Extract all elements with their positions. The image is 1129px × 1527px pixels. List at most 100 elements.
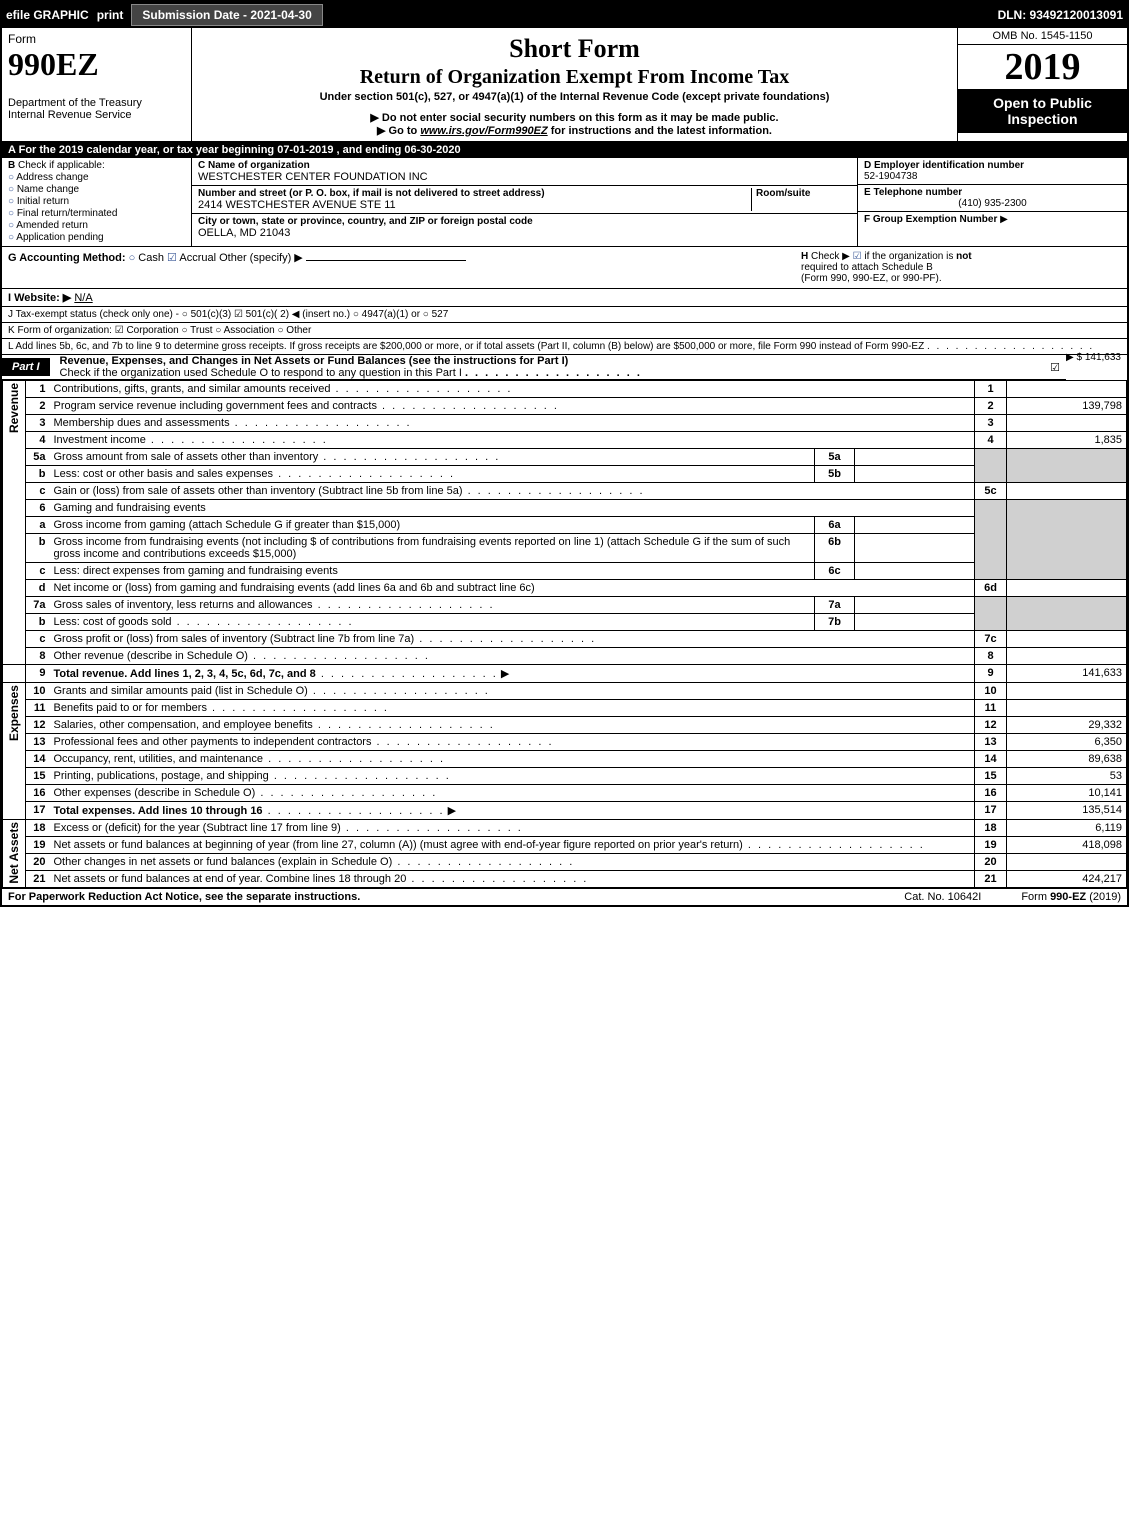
line-12-num: 12: [26, 717, 50, 734]
header-right: OMB No. 1545-1150 2019 Open to Public In…: [957, 28, 1127, 141]
paperwork-notice: For Paperwork Reduction Act Notice, see …: [8, 891, 360, 903]
dots: [255, 787, 437, 799]
subtitle: Under section 501(c), 527, or 4947(a)(1)…: [200, 91, 949, 103]
line-3-num: 3: [26, 415, 50, 432]
line-19-col: 19: [975, 837, 1007, 854]
line-7a-num: 7a: [26, 597, 50, 614]
dots: [313, 719, 495, 731]
line-20-col: 20: [975, 854, 1007, 871]
line-3-amt: [1007, 415, 1127, 432]
dots: [406, 873, 588, 885]
dots: [318, 451, 500, 463]
line-6a-num: a: [26, 517, 50, 534]
form-footer: Form 990-EZ (2019): [1021, 891, 1121, 903]
line-5b-sub: 5b: [815, 466, 855, 483]
line-21-amt: 424,217: [1007, 871, 1127, 888]
line-4-amt: 1,835: [1007, 432, 1127, 449]
line-14-desc: Occupancy, rent, utilities, and maintena…: [54, 753, 264, 765]
line-11-amt: [1007, 700, 1127, 717]
phone-value: (410) 935-2300: [864, 198, 1121, 209]
header-center: Short Form Return of Organization Exempt…: [192, 28, 957, 141]
i-label: I Website: ▶: [8, 292, 71, 304]
short-form-title: Short Form: [200, 34, 949, 64]
section-c: C Name of organization WESTCHESTER CENTE…: [192, 158, 857, 246]
shade-7-amt: [1007, 597, 1127, 631]
chk-address-change[interactable]: Address change: [8, 172, 185, 183]
dots: [230, 417, 412, 429]
line-19-num: 19: [26, 837, 50, 854]
line-19-desc: Net assets or fund balances at beginning…: [54, 839, 743, 851]
b-label: B: [8, 160, 15, 171]
line-17-col: 17: [975, 802, 1007, 820]
submission-date-button[interactable]: Submission Date - 2021-04-30: [131, 4, 322, 26]
part-i-title: Revenue, Expenses, and Changes in Net As…: [60, 355, 1051, 379]
line-7b-desc: Less: cost of goods sold: [54, 616, 172, 628]
line-4-col: 4: [975, 432, 1007, 449]
line-7b-num: b: [26, 614, 50, 631]
city-label: City or town, state or province, country…: [198, 216, 851, 227]
room-label: Room/suite: [756, 188, 851, 199]
line-5c-num: c: [26, 483, 50, 500]
line-5a-num: 5a: [26, 449, 50, 466]
schedule-o-check[interactable]: ☑: [1050, 361, 1060, 374]
dots: [377, 400, 559, 412]
line-9-amt: 141,633: [1007, 665, 1127, 683]
h-text4: (Form 990, 990-EZ, or 990-PF).: [801, 273, 942, 284]
line-21-desc: Net assets or fund balances at end of ye…: [54, 873, 407, 885]
irs-link[interactable]: www.irs.gov/Form990EZ: [420, 125, 547, 137]
line-14-num: 14: [26, 751, 50, 768]
section-gh: G Accounting Method: Cash Accrual Other …: [2, 247, 1127, 289]
omb-number: OMB No. 1545-1150: [958, 28, 1127, 45]
dots: [207, 702, 389, 714]
chk-cash[interactable]: Cash: [129, 252, 164, 264]
l-text: L Add lines 5b, 6c, and 7b to line 9 to …: [8, 341, 924, 352]
line-15-col: 15: [975, 768, 1007, 785]
line-8-num: 8: [26, 648, 50, 665]
line-18-desc: Excess or (deficit) for the year (Subtra…: [54, 822, 341, 834]
shade-5: [975, 449, 1007, 483]
h-text3: required to attach Schedule B: [801, 262, 933, 273]
line-7a-desc: Gross sales of inventory, less returns a…: [54, 599, 313, 611]
chk-initial-return[interactable]: Initial return: [8, 196, 185, 207]
chk-application-pending[interactable]: Application pending: [8, 232, 185, 243]
dots: [743, 839, 925, 851]
dots: [269, 770, 451, 782]
shade-6: [975, 500, 1007, 580]
h-not: not: [956, 251, 972, 262]
line-17-amt: 135,514: [1007, 802, 1127, 820]
line-7a-subamt: [855, 597, 975, 614]
city-state-zip: OELLA, MD 21043: [198, 227, 851, 239]
form-word: Form: [8, 32, 185, 46]
dots: [371, 736, 553, 748]
cat-number: Cat. No. 10642I: [904, 891, 981, 903]
chk-amended-return[interactable]: Amended return: [8, 220, 185, 231]
g-label: G Accounting Method:: [8, 252, 126, 264]
form-code: 990-EZ: [1050, 891, 1086, 903]
line-5c-desc: Gain or (loss) from sale of assets other…: [54, 485, 463, 497]
other-specify[interactable]: Other (specify) ▶: [219, 252, 303, 264]
dots: [308, 685, 490, 697]
line-2-desc: Program service revenue including govern…: [54, 400, 377, 412]
cal-text: For the 2019 calendar year, or tax year …: [19, 144, 461, 156]
line-16-amt: 10,141: [1007, 785, 1127, 802]
chk-h[interactable]: [853, 251, 865, 262]
line-6a-sub: 6a: [815, 517, 855, 534]
dots: [263, 753, 445, 765]
chk-final-return[interactable]: Final return/terminated: [8, 208, 185, 219]
chk-name-change[interactable]: Name change: [8, 184, 185, 195]
line-2-amt: 139,798: [1007, 398, 1127, 415]
dots-icon: [927, 341, 1094, 352]
line-9-desc: Total revenue. Add lines 1, 2, 3, 4, 5c,…: [54, 668, 316, 680]
line-10-amt: [1007, 683, 1127, 700]
line-12-desc: Salaries, other compensation, and employ…: [54, 719, 313, 731]
print-link[interactable]: print: [97, 8, 124, 22]
chk-accrual[interactable]: Accrual: [167, 252, 216, 264]
line-6b-subamt: [855, 534, 975, 563]
line-3-desc: Membership dues and assessments: [54, 417, 230, 429]
line-4-num: 4: [26, 432, 50, 449]
line-16-col: 16: [975, 785, 1007, 802]
ein-value: 52-1904738: [864, 171, 917, 182]
section-l: L Add lines 5b, 6c, and 7b to line 9 to …: [2, 339, 1127, 355]
e-label: E Telephone number: [864, 187, 962, 198]
main-title: Return of Organization Exempt From Incom…: [200, 66, 949, 89]
